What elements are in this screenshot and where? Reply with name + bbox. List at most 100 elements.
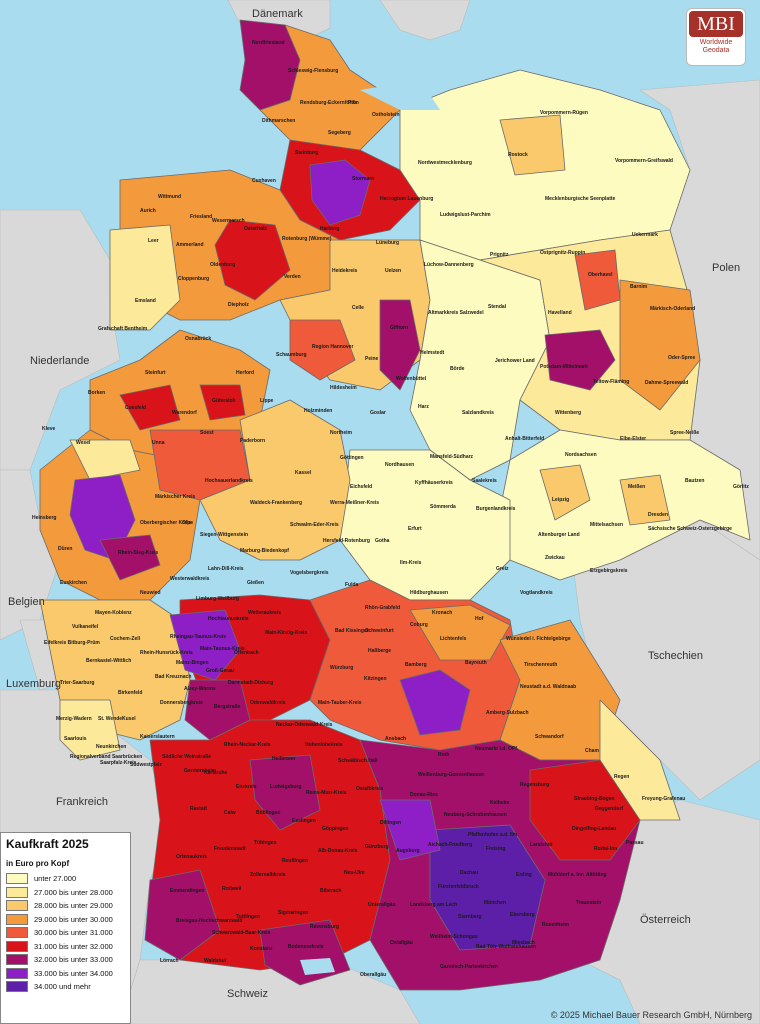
district-label-hochtaunuskreis: Hochtaunuskreis <box>208 616 249 622</box>
district-label-wolfenbuettel: Wolfenbüttel <box>396 376 427 382</box>
district-label-aichach-friedberg: Aichach-Friedberg <box>428 842 473 848</box>
district-label-steinburg: Steinburg <box>295 150 319 156</box>
district-label-kassel: Kassel <box>295 470 312 476</box>
district-label-st-wendel: St. Wendel <box>98 716 124 722</box>
region-augsburg <box>379 799 441 861</box>
legend-label: 29.000 bis unter 30.000 <box>34 914 113 924</box>
district-label-miesbach: Miesbach <box>512 940 535 946</box>
district-label-rastatt: Rastatt <box>190 806 207 812</box>
district-label-rems-murr-kreis: Rems-Murr-Kreis <box>306 790 347 796</box>
region-munich <box>429 824 546 951</box>
district-label-saechsische-schweiz: Sächsische Schweiz-Osterzgebirge <box>648 526 732 532</box>
district-label-stendal: Stendal <box>488 304 507 310</box>
district-label-neumarkt: Neumarkt i.d. OPf. <box>475 746 519 752</box>
district-label-wesel: Wesel <box>76 440 91 446</box>
district-label-lichtenfels: Lichtenfels <box>440 636 467 642</box>
district-label-biberach: Biberach <box>320 888 342 894</box>
country-label-netherlands: Niederlande <box>30 355 90 367</box>
district-label-meissen: Meißen <box>628 484 646 490</box>
district-label-altmarkkreis: Altmarkkreis Salzwedel <box>428 310 484 316</box>
legend-label: 28.000 bis unter 29.000 <box>34 901 113 911</box>
district-label-stormarn: Stormarn <box>352 176 375 182</box>
legend-label: 34.000 und mehr <box>34 982 91 992</box>
district-label-schwandorf: Schwandorf <box>535 734 564 740</box>
district-label-lueneburg: Lüneburg <box>376 240 400 246</box>
district-label-erding: Erding <box>516 872 532 878</box>
district-label-rhoen-grabfeld: Rhön-Grabfeld <box>365 605 400 611</box>
district-label-gross-gerau: Groß-Gerau <box>206 668 235 674</box>
district-label-rosenheim: Rosenheim <box>542 922 569 928</box>
legend-row: 31.000 bis unter 32.000 <box>6 940 125 954</box>
district-label-kaiserslautern: Kaiserslautern <box>140 734 175 740</box>
district-label-potsdam-mittelmark: Potsdam-Mittelmark <box>540 364 588 370</box>
district-label-donnersbergkreis: Donnersbergkreis <box>160 700 203 706</box>
district-label-weissenburg-gunzenhausen: Weißenburg-Gunzenhausen <box>418 772 485 778</box>
district-label-kelheim: Kelheim <box>490 800 510 806</box>
legend-swatch <box>6 900 28 912</box>
district-label-hildburghausen: Hildburghausen <box>410 590 449 596</box>
district-label-traunstein: Traunstein <box>576 900 602 906</box>
legend-row: 27.000 bis unter 28.000 <box>6 886 125 900</box>
legend: Kaufkraft 2025 in Euro pro Kopf unter 27… <box>0 832 131 1024</box>
district-label-kusel: Kusel <box>122 716 136 722</box>
district-label-verden: Verden <box>284 274 301 280</box>
mbi-logo-line2: Geodata <box>702 47 730 54</box>
district-label-wuerzburg: Würzburg <box>330 665 354 671</box>
district-label-donau-ries: Donau-Ries <box>410 792 438 798</box>
district-label-mayen-koblenz: Mayen-Koblenz <box>95 610 132 616</box>
district-label-fulda: Fulda <box>345 582 359 588</box>
denmark-islands <box>379 0 471 41</box>
district-label-bamberg: Bamberg <box>405 662 427 668</box>
region-stuttgart <box>249 754 321 831</box>
legend-label: 27.000 bis unter 28.000 <box>34 887 113 897</box>
district-label-goerlitz: Görlitz <box>733 484 749 490</box>
district-label-aurich: Aurich <box>140 208 156 214</box>
country-label-poland: Polen <box>712 262 741 274</box>
district-label-schaumburg: Schaumburg <box>276 352 307 358</box>
district-label-spree-neisse: Spree-Neiße <box>670 430 700 436</box>
district-label-schleswig-flensburg: Schleswig-Flensburg <box>288 68 339 74</box>
district-label-holzminden: Holzminden <box>304 408 333 414</box>
legend-row: 30.000 bis unter 31.000 <box>6 926 125 940</box>
district-label-saalekreis: Saalekreis <box>472 478 497 484</box>
district-label-region-hannover: Region Hannover <box>312 344 354 350</box>
district-label-gifhorn: Gifhorn <box>390 325 409 331</box>
district-label-hochsauerlandkreis: Hochsauerlandkreis <box>205 478 253 484</box>
district-label-ostholstein: Ostholstein <box>372 112 400 118</box>
mbi-logo: MBI Worldwide Geodata <box>686 8 746 66</box>
legend-swatch <box>6 967 28 979</box>
district-label-main-taunus-kreis: Main-Taunus-Kreis <box>200 646 245 652</box>
district-label-muenchen: München <box>484 900 506 906</box>
district-label-cochem-zell: Cochem-Zell <box>110 636 141 642</box>
region-rhein-sieg <box>99 534 161 581</box>
district-label-bad-toelz: Bad Tölz-Wolfratshausen <box>476 944 536 950</box>
baltic-sea-inlet <box>360 80 440 110</box>
district-label-lahn-dill-kreis: Lahn-Dill-Kreis <box>208 566 244 572</box>
district-label-neu-ulm: Neu-Ulm <box>344 870 365 876</box>
district-label-oldenburg: Oldenburg <box>210 262 236 268</box>
district-label-paderborn: Paderborn <box>240 438 266 444</box>
district-label-ebersberg: Ebersberg <box>510 912 535 918</box>
district-label-goeppingen: Göppingen <box>322 826 349 832</box>
district-label-rottweil: Rottweil <box>222 886 242 892</box>
district-label-soemmerda: Sömmerda <box>430 504 456 510</box>
legend-swatch <box>6 954 28 966</box>
district-label-werra-meissner-kreis: Werra-Meißner-Kreis <box>330 500 380 506</box>
legend-label: 33.000 bis unter 34.000 <box>34 968 113 978</box>
district-label-uckermark: Uckermark <box>632 232 658 238</box>
district-label-birkenfeld: Birkenfeld <box>118 690 143 696</box>
district-label-darmstadt-dieburg: Darmstadt-Dieburg <box>228 680 274 686</box>
district-label-kronach: Kronach <box>432 610 453 616</box>
region-oberhavel <box>574 249 621 311</box>
district-label-ravensburg: Ravensburg <box>310 924 339 930</box>
legend-swatch <box>6 940 28 952</box>
district-label-main-tauber-kreis: Main-Tauber-Kreis <box>318 700 362 706</box>
district-label-siegen-wittgenstein: Siegen-Wittgenstein <box>200 532 249 538</box>
district-label-suedwestpfalz: Südwestpfalz <box>130 762 162 768</box>
region-leipzig <box>539 464 591 521</box>
district-label-harburg: Harburg <box>320 226 340 232</box>
district-label-zwickau: Zwickau <box>545 555 565 561</box>
district-label-rendsburg-eckernfoerde: Rendsburg-Eckernförde <box>300 100 358 106</box>
district-label-dahme-spreewald: Dahme-Spreewald <box>645 380 689 386</box>
district-label-borken: Borken <box>88 390 106 396</box>
